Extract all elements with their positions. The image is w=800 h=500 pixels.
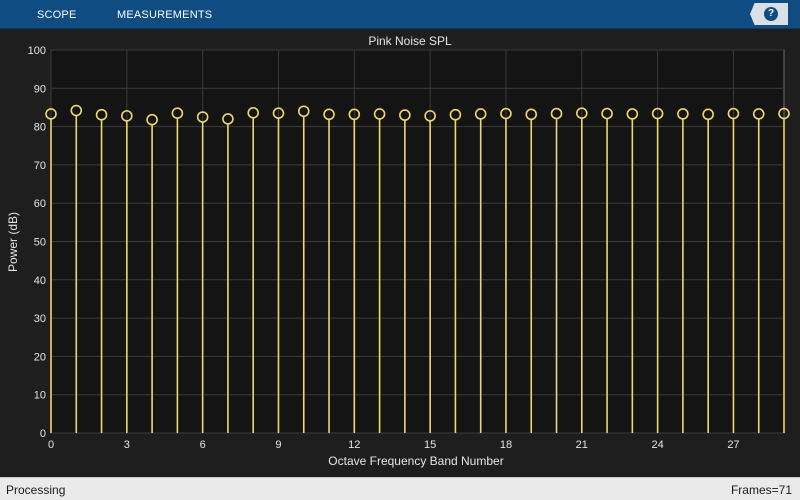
y-tick-label: 60 <box>34 198 46 210</box>
y-tick-label: 80 <box>34 122 46 134</box>
help-button[interactable]: ? <box>748 3 788 25</box>
plot-area: 0 10 20 30 40 50 60 70 80 90 100 0 3 6 9 12 15 18 21 24 27 P… <box>0 29 800 477</box>
stem-marker <box>474 108 487 120</box>
x-tick-label: 27 <box>727 439 739 451</box>
stem-marker <box>196 111 209 123</box>
y-axis-label: Power (dB) <box>6 212 20 272</box>
stem-marker <box>752 108 765 120</box>
y-tick-label: 0 <box>40 428 46 440</box>
stem-marker <box>146 113 158 126</box>
stem-marker <box>424 110 436 122</box>
stem-marker <box>323 108 335 121</box>
stems <box>45 104 790 433</box>
toolstrip: SCOPE MEASUREMENTS ? <box>0 0 800 29</box>
stem-marker <box>601 107 613 120</box>
y-tick-label: 10 <box>34 390 46 402</box>
y-tick-label: 70 <box>34 160 46 172</box>
stem-marker <box>297 105 310 118</box>
stem-marker <box>575 107 588 119</box>
y-tick-label: 20 <box>34 351 46 363</box>
stem-marker <box>727 107 740 120</box>
stem-marker <box>70 104 83 117</box>
tab-measurements[interactable]: MEASUREMENTS <box>117 9 213 21</box>
stem-marker <box>348 108 361 121</box>
stem-marker <box>500 107 512 120</box>
y-tick-label: 90 <box>34 83 46 95</box>
stem-chart: 0 10 20 30 40 50 60 70 80 90 100 0 3 6 9 12 15 18 21 24 27 P… <box>6 34 790 468</box>
x-tick-label: 12 <box>348 439 360 451</box>
x-axis-label: Octave Frequency Band Number <box>328 454 503 468</box>
stem-marker <box>626 108 639 120</box>
stem-marker <box>525 108 538 121</box>
y-tick-label: 50 <box>34 237 46 249</box>
stem-marker <box>399 109 411 121</box>
x-tick-label: 0 <box>48 439 54 451</box>
x-tick-label: 9 <box>275 439 281 451</box>
tick-labels: 0 10 20 30 40 50 60 70 80 90 100 0 3 6 9 12 15 18 21 24 27 <box>28 45 740 451</box>
x-tick-label: 3 <box>124 439 130 451</box>
x-tick-label: 15 <box>424 439 436 451</box>
stem-marker <box>550 107 563 120</box>
y-tick-label: 40 <box>34 275 46 287</box>
x-tick-label: 21 <box>576 439 588 451</box>
stem-marker <box>171 107 184 119</box>
y-tick-label: 30 <box>34 313 46 325</box>
x-tick-label: 18 <box>500 439 512 451</box>
stem-marker <box>272 107 285 119</box>
x-tick-label: 6 <box>200 439 206 451</box>
stem-marker <box>247 107 260 119</box>
stem-marker <box>677 108 689 120</box>
tab-scope[interactable]: SCOPE <box>37 9 77 21</box>
stem-marker <box>702 108 714 121</box>
y-tick-label: 100 <box>28 45 46 57</box>
stem-marker <box>95 108 108 121</box>
stem-marker <box>222 113 234 125</box>
stem-marker <box>373 108 386 120</box>
status-bar: Processing Frames=71 <box>0 477 800 500</box>
stem-marker <box>121 110 133 122</box>
help-icon[interactable]: ? <box>764 7 778 21</box>
stem-marker <box>449 108 462 121</box>
stem-marker <box>651 107 664 120</box>
chart-title: Pink Noise SPL <box>368 34 452 48</box>
stem-marker <box>778 107 790 120</box>
frame-count: Frames=71 <box>730 483 792 497</box>
x-tick-label: 24 <box>651 439 663 451</box>
status-text: Processing <box>6 483 66 497</box>
stem-marker <box>45 108 57 120</box>
